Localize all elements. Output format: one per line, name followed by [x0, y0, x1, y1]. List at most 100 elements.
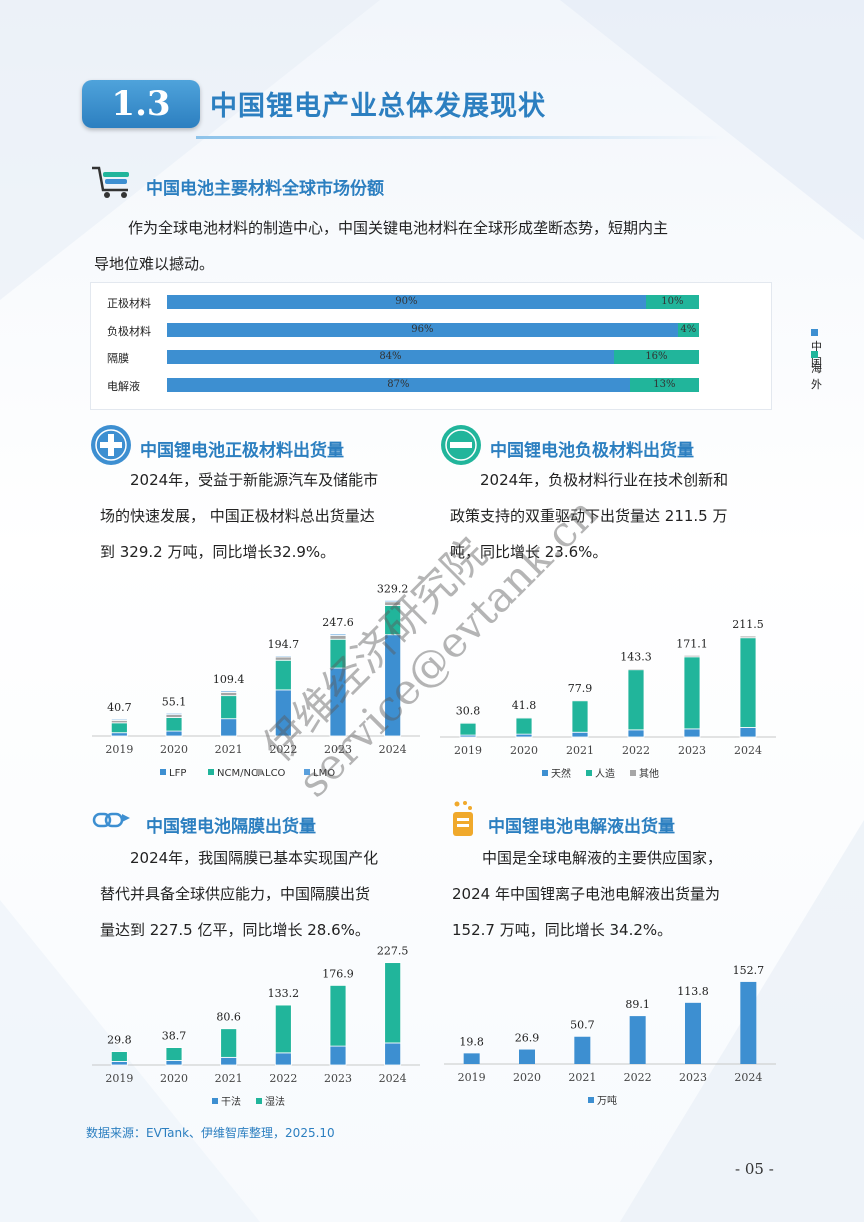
bar-total-label: 50.7 [570, 1019, 595, 1032]
bar-total-label: 227.5 [377, 945, 409, 958]
bar-segment-万吨 [685, 1002, 701, 1064]
bar-segment-干法 [384, 1042, 402, 1066]
bar-segment-LMO [220, 690, 238, 693]
bar-segment-湿法 [384, 962, 402, 1044]
bar-segment-湿法 [274, 1004, 292, 1054]
paragraph-line: 中国是全球电解液的主要供应国家， [482, 849, 723, 867]
separator-shipment-chart: 29.8 2019 38.7 2020 80.6 2021 133.2 2022 176.9 20… [92, 945, 420, 1108]
bar-total-label: 80.6 [216, 1011, 241, 1024]
bar-segment-LCO [165, 714, 183, 718]
bar-segment-天然 [683, 728, 701, 738]
bar-segment-LFP [274, 689, 292, 737]
bar-segment-人造 [739, 637, 757, 728]
bar-segment-人造 [683, 656, 701, 730]
bar-segment-LCO [329, 635, 347, 640]
data-source-note: 数据来源：EVTank、伊维智库整理，2025.10 [86, 1126, 335, 1140]
paragraph-line: 2024年，我国隔膜已基本实现国产化 [130, 849, 379, 867]
section-number-badge: 1.3 [82, 80, 200, 128]
legend-label: 海外 [811, 362, 822, 391]
bar-segment-LMO [165, 712, 183, 715]
bar-segment-NCM/NCA [274, 659, 292, 691]
electrolyte-subtitle: 中国锂电池电解液出货量 [488, 817, 675, 837]
x-tick-label: 2023 [324, 743, 352, 756]
market-share-subtitle: 中国电池主要材料全球市场份额 [146, 179, 384, 199]
electrolyte-shipment-chart: 19.8 2019 26.9 2020 50.7 2021 89.1 2022 113.8 202… [444, 964, 776, 1107]
beaker-icon [453, 801, 473, 836]
bar-segment-湿法 [110, 1051, 128, 1062]
bar-segment-干法 [274, 1052, 292, 1066]
cathode-shipment-chart: 40.7 2019 55.1 2020 109.4 2021 194.7 2022 247.6 2… [92, 582, 420, 779]
legend-swatch [160, 769, 166, 775]
legend-label: 人造 [595, 767, 615, 780]
paragraph-line: 作为全球电池材料的制造中心，中国关键电池材料在全球形成垄断态势，短期内主 [128, 219, 669, 237]
bar-segment-LMO [110, 718, 128, 721]
bar-segment-NCM/NCA [220, 695, 238, 720]
legend-label: 中国 [811, 340, 822, 369]
legend-swatch [811, 328, 818, 336]
paragraph-line: 替代并具备全球供应能力，中国隔膜出货 [100, 885, 371, 903]
bar-segment-china: 87% [167, 377, 630, 392]
legend-swatch [811, 350, 818, 358]
x-tick-label: 2023 [679, 1071, 707, 1084]
legend-swatch [208, 769, 214, 775]
paragraph-line: 2024 年中国锂离子电池电解液出货量为 [452, 885, 720, 903]
bar-segment-overseas: 4% [677, 322, 699, 337]
legend-label: LMO [313, 768, 335, 779]
section-underline [196, 136, 726, 139]
legend-swatch [588, 1097, 594, 1103]
paragraph-line: 152.7 万吨，同比增长 34.2%。 [452, 921, 673, 939]
x-tick-label: 2021 [215, 743, 243, 756]
legend-label: LCO [265, 768, 286, 779]
bar-total-label: 171.1 [676, 637, 708, 650]
paragraph-line: 场的快速发展， 中国正极材料总出货量达 [100, 507, 375, 525]
bar-total-label: 113.8 [677, 985, 709, 998]
legend-label: 万吨 [597, 1094, 617, 1107]
x-tick-label: 2022 [622, 744, 650, 757]
bar-segment-天然 [739, 727, 757, 738]
bar-category-label: 负极材料 [107, 324, 151, 338]
x-tick-label: 2019 [458, 1071, 486, 1084]
legend-swatch [212, 1098, 218, 1104]
bar-segment-人造 [515, 717, 533, 735]
bar-segment-NCM/NCA [110, 722, 128, 734]
x-tick-label: 2022 [624, 1071, 652, 1084]
bar-segment-其他 [627, 668, 645, 671]
bar-segment-湿法 [165, 1047, 183, 1061]
legend-item-china: 中国 [811, 325, 822, 370]
bar-segment-LMO [329, 633, 347, 636]
x-tick-label: 2020 [513, 1071, 541, 1084]
x-tick-label: 2024 [379, 743, 407, 756]
anode-paragraph: 2024年，负极材料行业在技术创新和 政策支持的双重驱动下出货量达 211.5 … [450, 462, 780, 570]
legend-label: LFP [169, 768, 186, 779]
x-tick-label: 2024 [379, 1072, 407, 1085]
bar-total-label: 26.9 [515, 1032, 540, 1045]
bar-segment-china: 90% [167, 295, 646, 309]
legend-swatch [630, 770, 636, 776]
market-share-chart: 中国 海外 正极材料 90% 10% 负极材料 96% 4% 隔膜 84% 16% 电解液 87% 1… [90, 282, 822, 410]
bar-segment-干法 [110, 1061, 128, 1066]
legend-swatch [304, 769, 310, 775]
bar-total-label: 19.8 [459, 1035, 484, 1048]
x-tick-label: 2022 [269, 1072, 297, 1085]
bar-total-label: 40.7 [107, 701, 132, 714]
bar-segment-万吨 [740, 981, 757, 1064]
plus-icon [91, 425, 131, 465]
bar-total-label: 55.1 [162, 695, 187, 708]
bar-segment-其他 [683, 654, 701, 658]
bar-category-label: 隔膜 [107, 352, 129, 365]
bar-total-label: 152.7 [733, 964, 765, 977]
bar-category-label: 电解液 [107, 379, 140, 393]
bar-total-label: 29.8 [107, 1034, 132, 1047]
bar-total-label: 41.8 [512, 699, 537, 712]
bar-total-label: 143.3 [620, 651, 652, 664]
legend-label: 湿法 [265, 1095, 285, 1108]
cathode-paragraph: 2024年，受益于新能源汽车及储能市 场的快速发展， 中国正极材料总出货量达 到… [100, 462, 430, 570]
x-tick-label: 2021 [568, 1071, 596, 1084]
bar-segment-LFP [329, 667, 347, 737]
minus-icon [441, 425, 481, 465]
market-share-paragraph: 作为全球电池材料的制造中心，中国关键电池材料在全球形成垄断态势，短期内主 导地位… [94, 210, 794, 282]
bar-segment-china: 96% [167, 322, 678, 337]
bar-segment-万吨 [463, 1053, 480, 1064]
separator-film-icon [92, 812, 130, 828]
